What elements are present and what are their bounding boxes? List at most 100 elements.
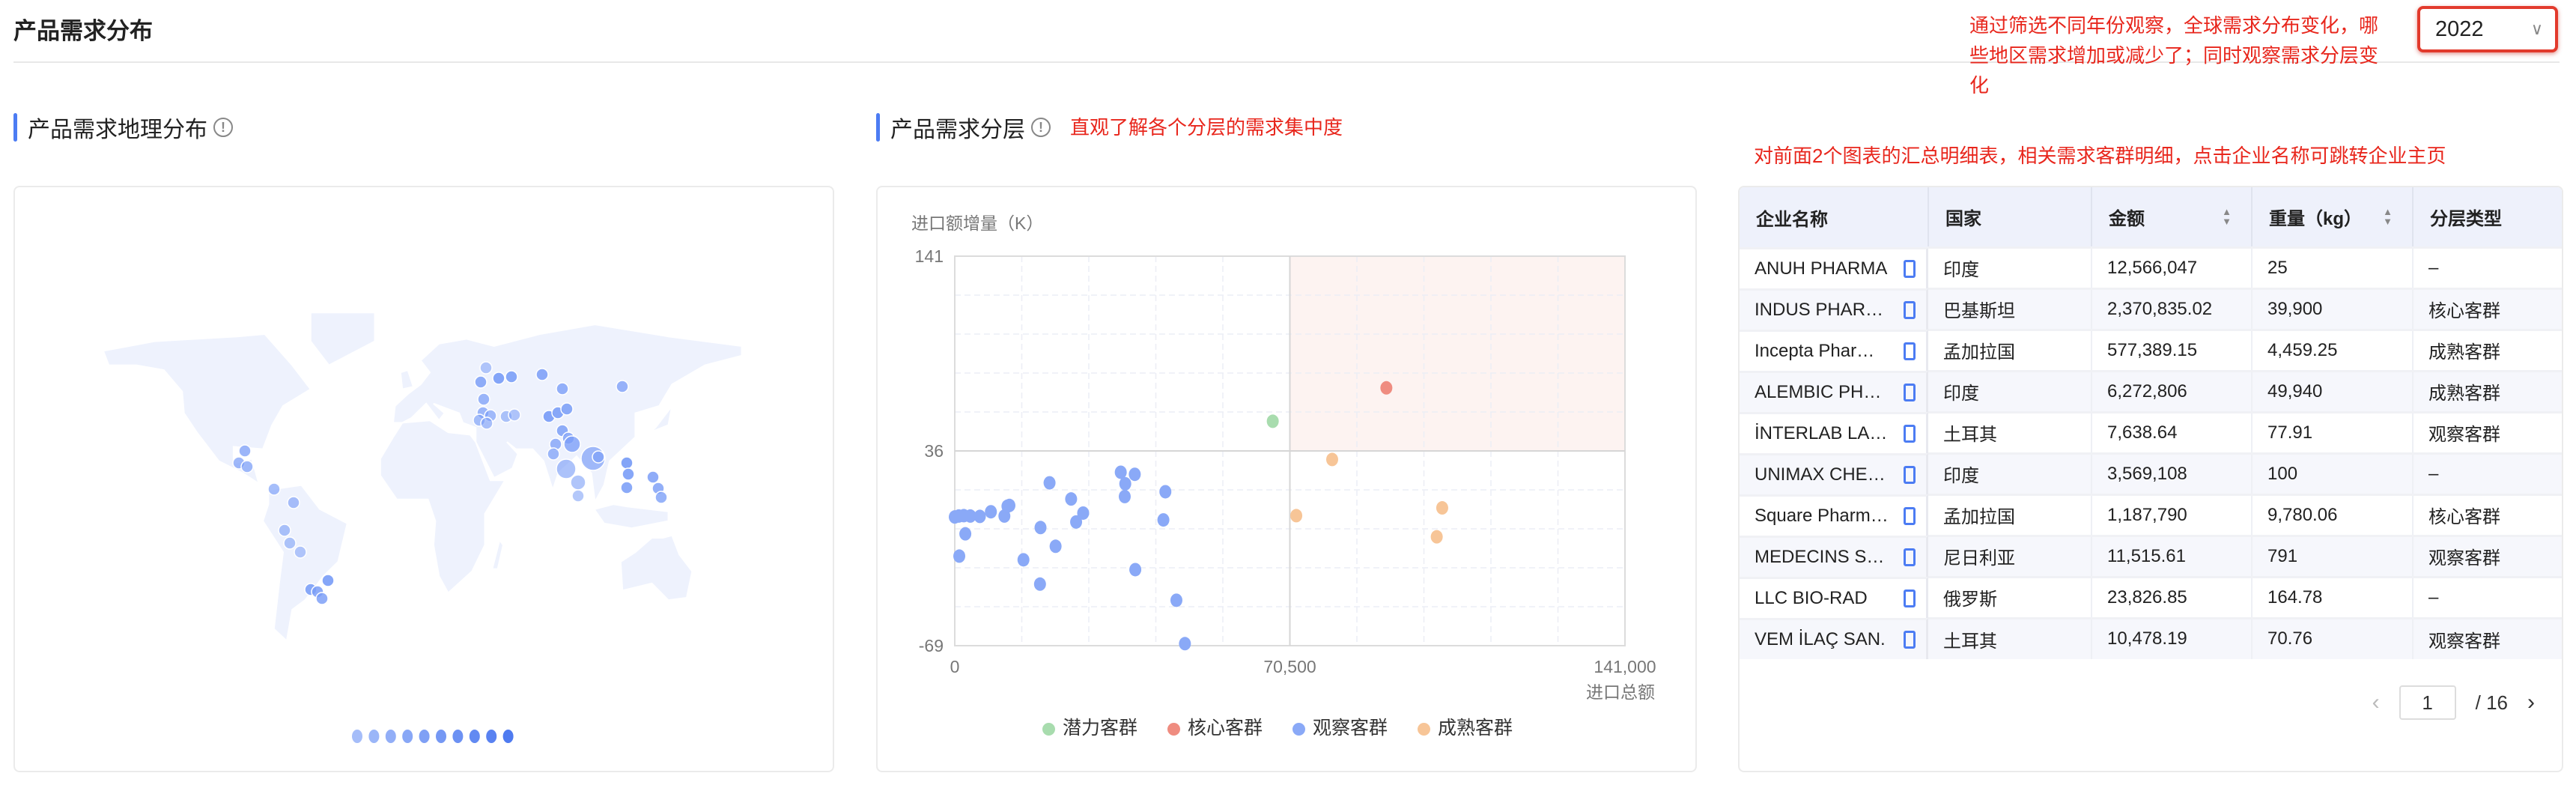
- demand-bubble[interactable]: [283, 536, 297, 550]
- scatter-point[interactable]: [1033, 577, 1046, 591]
- world-map[interactable]: [13, 186, 834, 772]
- copy-icon[interactable]: [1904, 342, 1916, 360]
- copy-icon[interactable]: [1904, 384, 1916, 401]
- company-link[interactable]: İNTERLAB LABORATUVAR: [1755, 423, 1889, 443]
- demand-bubble[interactable]: [646, 470, 660, 484]
- scatter-point[interactable]: [1128, 467, 1141, 482]
- demand-bubble[interactable]: [474, 375, 487, 389]
- demand-bubble[interactable]: [556, 382, 569, 395]
- prev-page-icon[interactable]: ‹: [2372, 690, 2380, 715]
- demand-bubble[interactable]: [505, 370, 518, 384]
- map-legend-level[interactable]: [486, 730, 497, 743]
- demand-bubble[interactable]: [563, 435, 581, 453]
- info-icon[interactable]: !: [1031, 118, 1051, 137]
- company-link[interactable]: ALEMBIC PHARMACEUTICALS: [1755, 382, 1889, 402]
- scatter-point[interactable]: [1114, 465, 1127, 479]
- demand-bubble[interactable]: [479, 361, 493, 375]
- demand-bubble[interactable]: [556, 458, 577, 479]
- scatter-point[interactable]: [1077, 506, 1090, 520]
- copy-icon[interactable]: [1904, 590, 1916, 607]
- map-legend-level[interactable]: [469, 730, 480, 743]
- company-link[interactable]: LLC BIO-RAD: [1755, 588, 1868, 608]
- copy-icon[interactable]: [1904, 507, 1916, 525]
- demand-bubble[interactable]: [616, 380, 629, 393]
- demand-bubble[interactable]: [294, 545, 307, 559]
- scatter-point[interactable]: [1065, 492, 1078, 506]
- scatter-point[interactable]: [1325, 452, 1338, 467]
- company-link[interactable]: ANUH PHARMA: [1755, 258, 1888, 279]
- demand-bubble[interactable]: [492, 372, 505, 385]
- map-legend-level[interactable]: [402, 730, 413, 743]
- demand-bubble[interactable]: [287, 496, 300, 509]
- scatter-point[interactable]: [1043, 476, 1056, 490]
- demand-bubble[interactable]: [571, 489, 585, 503]
- copy-icon[interactable]: [1904, 260, 1916, 278]
- demand-bubble[interactable]: [278, 524, 291, 537]
- company-link[interactable]: MEDECINS SANS FRONTIERES: [1755, 547, 1889, 567]
- scatter-point[interactable]: [1170, 593, 1182, 607]
- scatter-point[interactable]: [1159, 485, 1172, 499]
- demand-bubble[interactable]: [508, 408, 521, 422]
- legend-item[interactable]: 核心客群: [1167, 713, 1263, 740]
- sort-icon[interactable]: ▲ ▼: [2222, 206, 2232, 227]
- company-link[interactable]: VEM İLAÇ SAN.: [1755, 629, 1886, 649]
- legend-item[interactable]: 观察客群: [1292, 713, 1388, 740]
- copy-icon[interactable]: [1904, 301, 1916, 319]
- demand-bubble[interactable]: [267, 482, 281, 496]
- map-legend-level[interactable]: [452, 730, 464, 743]
- map-legend-level[interactable]: [352, 730, 362, 743]
- demand-bubble[interactable]: [620, 456, 634, 470]
- copy-icon[interactable]: [1904, 548, 1916, 566]
- demand-bubble[interactable]: [592, 450, 605, 464]
- sort-icon[interactable]: ▲ ▼: [2383, 206, 2393, 227]
- demand-bubble[interactable]: [240, 460, 254, 473]
- demand-bubble[interactable]: [477, 393, 490, 406]
- scatter-point[interactable]: [1430, 530, 1443, 544]
- map-legend-level[interactable]: [502, 730, 514, 743]
- next-page-icon[interactable]: ›: [2527, 690, 2535, 715]
- scatter-point[interactable]: [1380, 381, 1393, 395]
- scatter-point[interactable]: [1157, 513, 1170, 527]
- scatter-point[interactable]: [1070, 515, 1083, 529]
- legend-item[interactable]: 成熟客群: [1418, 713, 1513, 740]
- scatter-point[interactable]: [1290, 509, 1303, 523]
- scatter-point[interactable]: [959, 527, 972, 541]
- scatter-point[interactable]: [1049, 539, 1062, 554]
- copy-icon[interactable]: [1904, 631, 1916, 649]
- scatter-point[interactable]: [964, 509, 976, 523]
- demand-bubble[interactable]: [480, 416, 493, 430]
- company-link[interactable]: Square Pharmaceuticals: [1755, 506, 1889, 526]
- info-icon[interactable]: !: [213, 118, 233, 137]
- demand-bubble[interactable]: [620, 481, 634, 494]
- scatter-point[interactable]: [1436, 501, 1448, 515]
- demand-bubble[interactable]: [654, 491, 668, 504]
- col-header-weight[interactable]: 重量（kg） ▲ ▼: [2252, 187, 2414, 247]
- copy-icon[interactable]: [1904, 425, 1916, 443]
- scatter-point[interactable]: [953, 549, 966, 563]
- map-legend-level[interactable]: [368, 730, 380, 743]
- scatter-point[interactable]: [1119, 476, 1131, 491]
- demand-bubble[interactable]: [535, 368, 549, 381]
- map-legend-level[interactable]: [436, 730, 446, 743]
- scatter-point[interactable]: [1179, 637, 1191, 651]
- demand-bubble[interactable]: [315, 592, 329, 605]
- company-link[interactable]: UNIMAX CHEMICALS: [1755, 464, 1889, 485]
- demand-bubble[interactable]: [570, 474, 586, 491]
- scatter-point[interactable]: [1034, 521, 1047, 535]
- demand-bubble[interactable]: [560, 402, 574, 416]
- scatter-point[interactable]: [1118, 489, 1131, 503]
- page-input[interactable]: 1: [2399, 685, 2456, 720]
- scatter-point[interactable]: [1129, 563, 1142, 577]
- year-select[interactable]: 2022 ∨: [2417, 6, 2558, 52]
- demand-bubble[interactable]: [622, 467, 635, 481]
- scatter-point[interactable]: [1003, 498, 1015, 512]
- scatter-point[interactable]: [973, 509, 986, 524]
- copy-icon[interactable]: [1904, 466, 1916, 484]
- map-legend-level[interactable]: [419, 730, 430, 743]
- company-link[interactable]: INDUS PHARMA: [1755, 300, 1889, 320]
- scatter-point[interactable]: [1266, 414, 1279, 428]
- scatter-point[interactable]: [985, 505, 997, 519]
- map-legend-level[interactable]: [385, 730, 396, 743]
- demand-bubble[interactable]: [238, 444, 252, 458]
- demand-bubble[interactable]: [321, 574, 335, 587]
